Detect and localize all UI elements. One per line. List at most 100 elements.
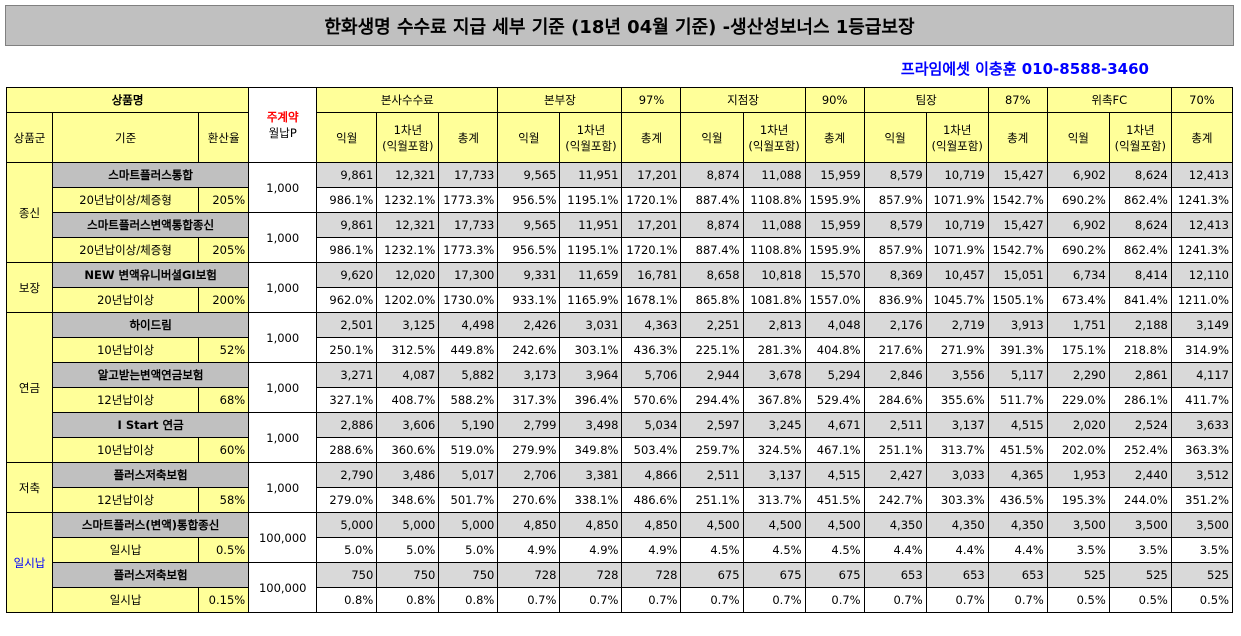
commission-percent: 303.1%: [559, 337, 623, 363]
commission-value: 750: [316, 562, 378, 588]
commission-percent: 529.4%: [804, 387, 865, 413]
commission-percent: 511.7%: [987, 387, 1048, 413]
product-name: NEW 변액유니버셜GI보험: [52, 262, 250, 288]
commission-percent: 324.5%: [742, 437, 806, 463]
product-basis: 10년납이상: [52, 437, 200, 463]
header-col-year1-team: 1차년 (익월포함): [925, 112, 989, 163]
commission-value: 11,088: [742, 162, 806, 188]
product-conversion-rate: 0.15%: [198, 587, 250, 613]
commission-percent: 367.8%: [742, 387, 806, 413]
product-conversion-rate: 0.5%: [198, 537, 250, 563]
commission-value: 728: [497, 562, 561, 588]
header-col-year1-bottom: (익월포함): [382, 138, 434, 153]
commission-value: 2,427: [863, 462, 927, 488]
header-col-total-fc: 총계: [1170, 112, 1234, 163]
commission-value: 2,290: [1046, 362, 1110, 388]
commission-value: 2,813: [742, 312, 806, 338]
product-premium: 1,000: [248, 312, 318, 363]
commission-percent: 252.4%: [1108, 437, 1172, 463]
commission-value: 1,751: [1046, 312, 1110, 338]
product-basis: 20년납이상/체증형: [52, 187, 200, 213]
commission-percent: 348.6%: [376, 487, 440, 513]
commission-value: 15,051: [987, 262, 1048, 288]
commission-percent: 1720.1%: [621, 187, 682, 213]
header-premium: 주계약 월납P: [248, 87, 318, 163]
commission-percent: 501.7%: [438, 487, 499, 513]
commission-percent: 1773.3%: [438, 187, 499, 213]
commission-percent: 5.0%: [316, 537, 378, 563]
commission-value: 17,201: [621, 212, 682, 238]
commission-value: 3,137: [925, 412, 989, 438]
product-basis: 12년납이상: [52, 387, 200, 413]
commission-percent: 338.1%: [559, 487, 623, 513]
header-col-month-director: 익월: [497, 112, 561, 163]
commission-value: 10,719: [925, 162, 989, 188]
product-row: 저축 플러스저축보험 1,000 2,790 3,486 5,017 2,706 3,381 4…: [5, 462, 1234, 513]
header-col-year1-top: 1차년: [759, 122, 789, 137]
commission-value: 2,176: [863, 312, 927, 338]
commission-percent: 0.7%: [680, 587, 744, 613]
commission-percent: 4.5%: [804, 537, 865, 563]
product-basis-row: 20년납이상/체증형 205% 986.1% 1232.1% 1773.3% 956.5%…: [7, 237, 1234, 263]
commission-percent: 836.9%: [863, 287, 927, 313]
commission-value: 4,350: [863, 512, 927, 538]
category-cell: 연금: [5, 312, 54, 463]
commission-percent: 956.5%: [497, 187, 561, 213]
commission-value: 17,733: [438, 162, 499, 188]
commission-percent: 286.1%: [1108, 387, 1172, 413]
commission-percent: 1108.8%: [742, 187, 806, 213]
commission-value: 3,512: [1170, 462, 1234, 488]
commission-percent: 4.9%: [621, 537, 682, 563]
product-basis-row: 12년납이상 58% 279.0% 348.6% 501.7% 270.6% 338.1% 4…: [7, 487, 1234, 513]
header-col-year1-fc: 1차년 (익월포함): [1108, 112, 1172, 163]
product-premium: 1,000: [248, 362, 318, 413]
commission-value: 750: [376, 562, 440, 588]
commission-value: 15,427: [987, 212, 1048, 238]
commission-percent: 449.8%: [438, 337, 499, 363]
commission-value: 8,624: [1108, 162, 1172, 188]
header-group-hq: 본사수수료: [316, 87, 499, 113]
product-conversion-rate: 52%: [198, 337, 250, 363]
commission-percent: 4.4%: [925, 537, 989, 563]
commission-percent: 270.6%: [497, 487, 561, 513]
commission-percent: 467.1%: [804, 437, 865, 463]
product-name: 하이드림: [52, 312, 250, 338]
commission-value: 5,706: [621, 362, 682, 388]
commission-percent: 313.7%: [742, 487, 806, 513]
commission-value: 12,413: [1170, 212, 1234, 238]
commission-percent: 284.6%: [863, 387, 927, 413]
commission-percent: 436.5%: [987, 487, 1048, 513]
commission-percent: 1505.1%: [987, 287, 1048, 313]
commission-value: 4,671: [804, 412, 865, 438]
commission-value: 9,565: [497, 212, 561, 238]
commission-percent: 0.7%: [497, 587, 561, 613]
product-premium: 100,000: [248, 512, 318, 563]
commission-value: 2,846: [863, 362, 927, 388]
commission-percent: 887.4%: [680, 187, 744, 213]
commission-percent: 360.6%: [376, 437, 440, 463]
header-group-fc: 위촉FC: [1046, 87, 1172, 113]
product-premium: 1,000: [248, 462, 318, 513]
commission-percent: 1071.9%: [925, 187, 989, 213]
commission-value: 17,300: [438, 262, 499, 288]
commission-percent: 391.3%: [987, 337, 1048, 363]
commission-value: 4,850: [497, 512, 561, 538]
product-basis: 20년납이상: [52, 287, 200, 313]
commission-value: 3,245: [742, 412, 806, 438]
commission-value: 3,606: [376, 412, 440, 438]
product-row: 플러스저축보험 100,000 750 750 750 728 728 728 675 675 67…: [7, 562, 1234, 613]
commission-percent: 588.2%: [438, 387, 499, 413]
commission-value: 3,149: [1170, 312, 1234, 338]
header-basis: 기준: [52, 112, 200, 163]
product-conversion-rate: 58%: [198, 487, 250, 513]
commission-value: 3,556: [925, 362, 989, 388]
header-group-branch: 지점장: [680, 87, 806, 113]
product-basis-row: 일시납 0.5% 5.0% 5.0% 5.0% 4.9% 4.9% 4.9% 4.5% 4.5% 4…: [7, 537, 1234, 563]
product-premium: 1,000: [248, 212, 318, 263]
commission-percent: 0.7%: [863, 587, 927, 613]
commission-percent: 1232.1%: [376, 237, 440, 263]
commission-value: 2,790: [316, 462, 378, 488]
commission-percent: 1211.0%: [1170, 287, 1234, 313]
commission-percent: 0.8%: [316, 587, 378, 613]
commission-value: 4,515: [804, 462, 865, 488]
